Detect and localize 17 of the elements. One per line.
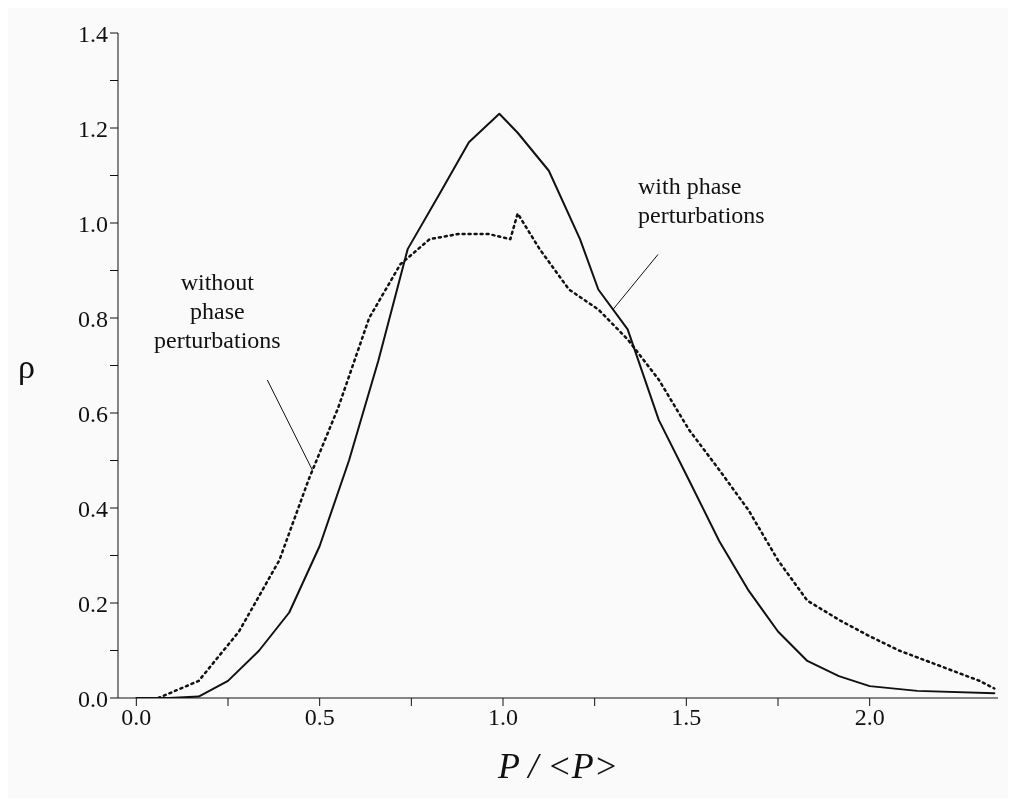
y-tick-label: 0.4: [78, 495, 108, 522]
y-axis-title: ρ: [18, 347, 35, 385]
y-tick-label: 0.8: [78, 305, 108, 332]
y-tick-label: 0.2: [78, 590, 108, 617]
annotation: with phase perturbations: [638, 173, 765, 229]
y-tick-label: 1.0: [78, 210, 108, 237]
x-axis-title: P / <P>: [497, 746, 618, 786]
y-tick-label: 0.6: [78, 400, 108, 427]
annotation: without phase perturbations: [154, 269, 281, 353]
x-tick-label: 0.5: [304, 704, 335, 731]
x-tick-label: 1.5: [671, 704, 702, 731]
x-tick-label: 0.0: [121, 704, 152, 731]
y-tick-label: 0.0: [78, 685, 108, 712]
x-tick-label: 1.0: [488, 704, 518, 731]
y-tick-label: 1.4: [78, 20, 108, 47]
y-tick-label: 1.2: [78, 115, 108, 142]
x-tick-label: 2.0: [854, 704, 885, 731]
